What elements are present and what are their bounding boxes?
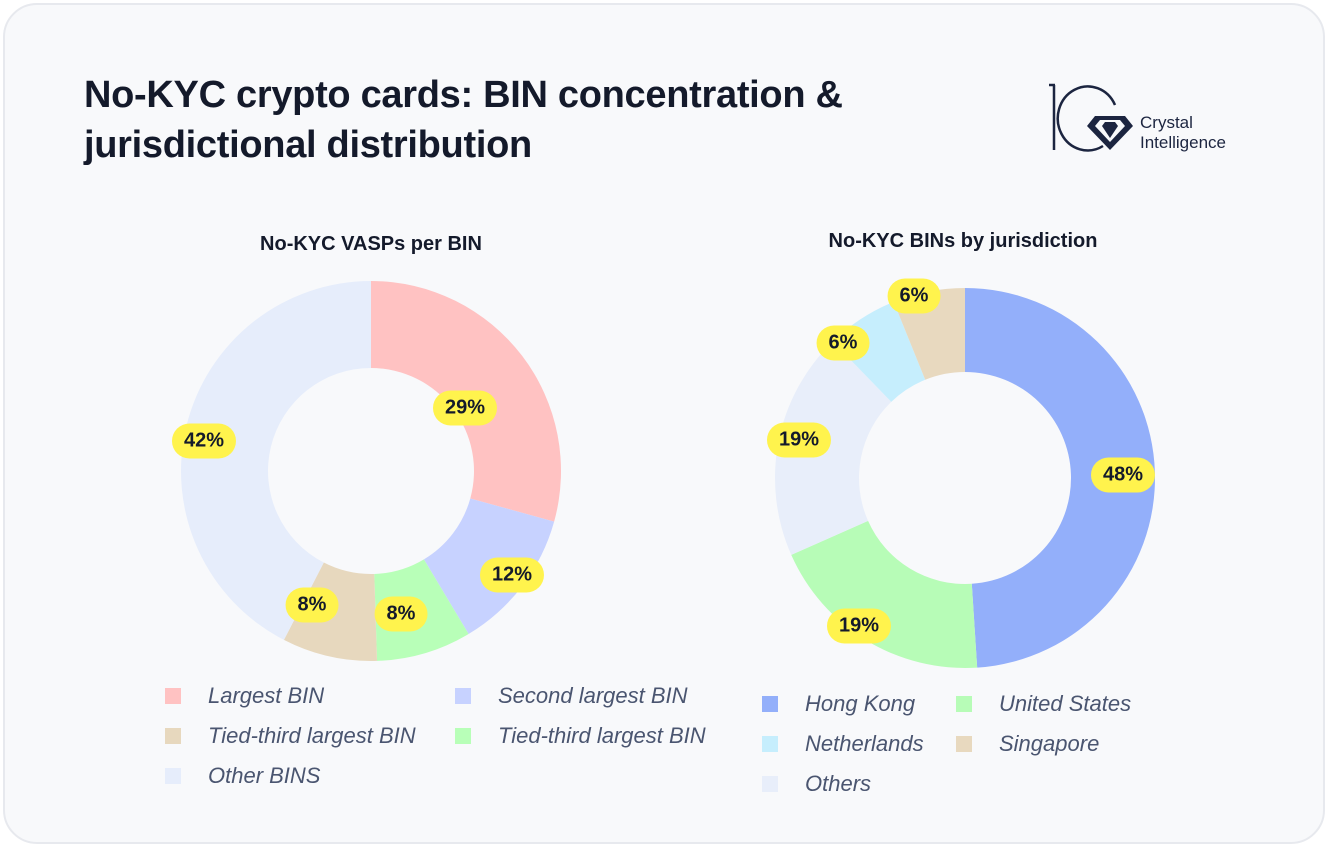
slice-data-label: 8% <box>285 587 339 623</box>
legend-item: Netherlands <box>762 731 924 757</box>
legend-swatch <box>762 736 778 752</box>
slice-data-label: 29% <box>432 390 498 426</box>
slice-data-label: 19% <box>826 608 892 644</box>
legend-label: Second largest BIN <box>498 683 688 708</box>
legend-item: Tied-third largest BIN <box>165 723 416 749</box>
slice-data-label: 42% <box>171 423 237 459</box>
legend-swatch <box>762 696 778 712</box>
legend-label: Hong Kong <box>805 691 916 716</box>
legend-label: Netherlands <box>805 731 924 756</box>
slice-data-label: 6% <box>816 325 870 361</box>
legend-label: Singapore <box>999 731 1100 756</box>
donut-slice <box>775 341 892 555</box>
legend-swatch <box>455 688 471 704</box>
legend-swatch <box>165 688 181 704</box>
slice-data-label: 6% <box>887 278 941 314</box>
slice-data-label: 12% <box>479 557 545 593</box>
legend-item: Second largest BIN <box>455 683 688 709</box>
left-chart-title: No-KYC VASPs per BIN <box>260 233 482 255</box>
legend-item: Hong Kong <box>762 691 915 717</box>
slice-data-label: 19% <box>766 422 832 458</box>
slice-data-label: 8% <box>374 596 428 632</box>
legend-item: Singapore <box>956 731 1099 757</box>
page-title: No-KYC crypto cards: BIN concentration &… <box>84 74 843 166</box>
legend-item: Tied-third largest BIN <box>455 723 706 749</box>
legend-swatch <box>165 728 181 744</box>
legend-label: Others <box>805 771 872 796</box>
donut-slice <box>181 281 371 640</box>
legend-item: Other BINS <box>165 763 320 789</box>
donut-slice <box>791 520 978 669</box>
crystal-intelligence-logo: Crystal Intelligence <box>1045 80 1265 160</box>
donut-slice <box>965 288 1156 668</box>
legend-label: Other BINS <box>208 763 321 788</box>
legend-item: United States <box>956 691 1131 717</box>
legend-item: Others <box>762 771 871 797</box>
legend-swatch <box>956 736 972 752</box>
legend-label: United States <box>999 691 1132 716</box>
legend-swatch <box>762 776 778 792</box>
legend-swatch <box>956 696 972 712</box>
right-chart-title: No-KYC BINs by jurisdiction <box>828 230 1098 252</box>
legend-swatch <box>165 768 181 784</box>
legend-item: Largest BIN <box>165 683 324 709</box>
legend-label: Tied-third largest BIN <box>498 723 706 748</box>
slice-data-label: 48% <box>1090 457 1156 493</box>
diamond-logo-icon <box>1049 83 1133 152</box>
legend-label: Largest BIN <box>208 683 325 708</box>
legend-swatch <box>455 728 471 744</box>
legend-label: Tied-third largest BIN <box>208 723 416 748</box>
